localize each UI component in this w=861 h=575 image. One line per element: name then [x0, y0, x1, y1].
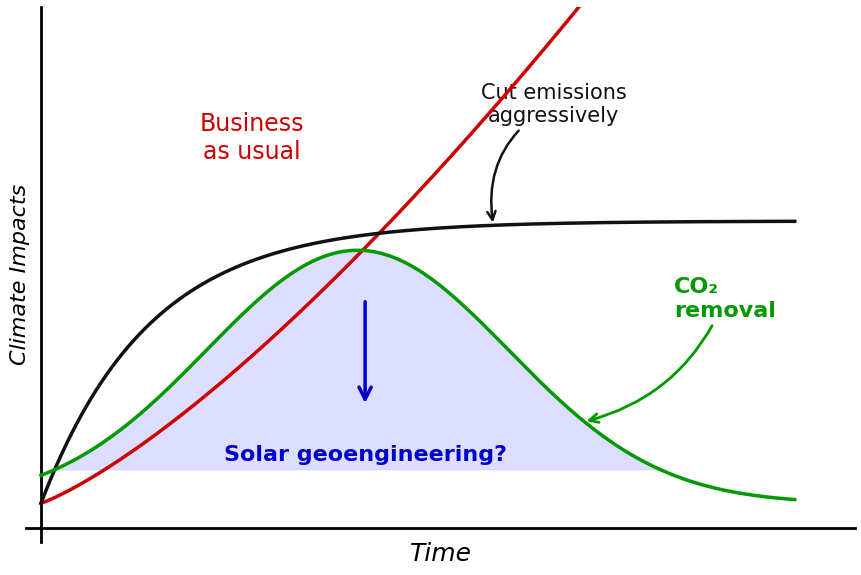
- X-axis label: Time: Time: [409, 542, 471, 566]
- Y-axis label: Climate Impacts: Climate Impacts: [9, 184, 30, 365]
- Text: Business
as usual: Business as usual: [200, 113, 304, 164]
- Text: Solar geoengineering?: Solar geoengineering?: [223, 444, 506, 465]
- Text: Cut emissions
aggressively: Cut emissions aggressively: [480, 83, 626, 220]
- Text: CO₂
removal: CO₂ removal: [589, 277, 775, 423]
